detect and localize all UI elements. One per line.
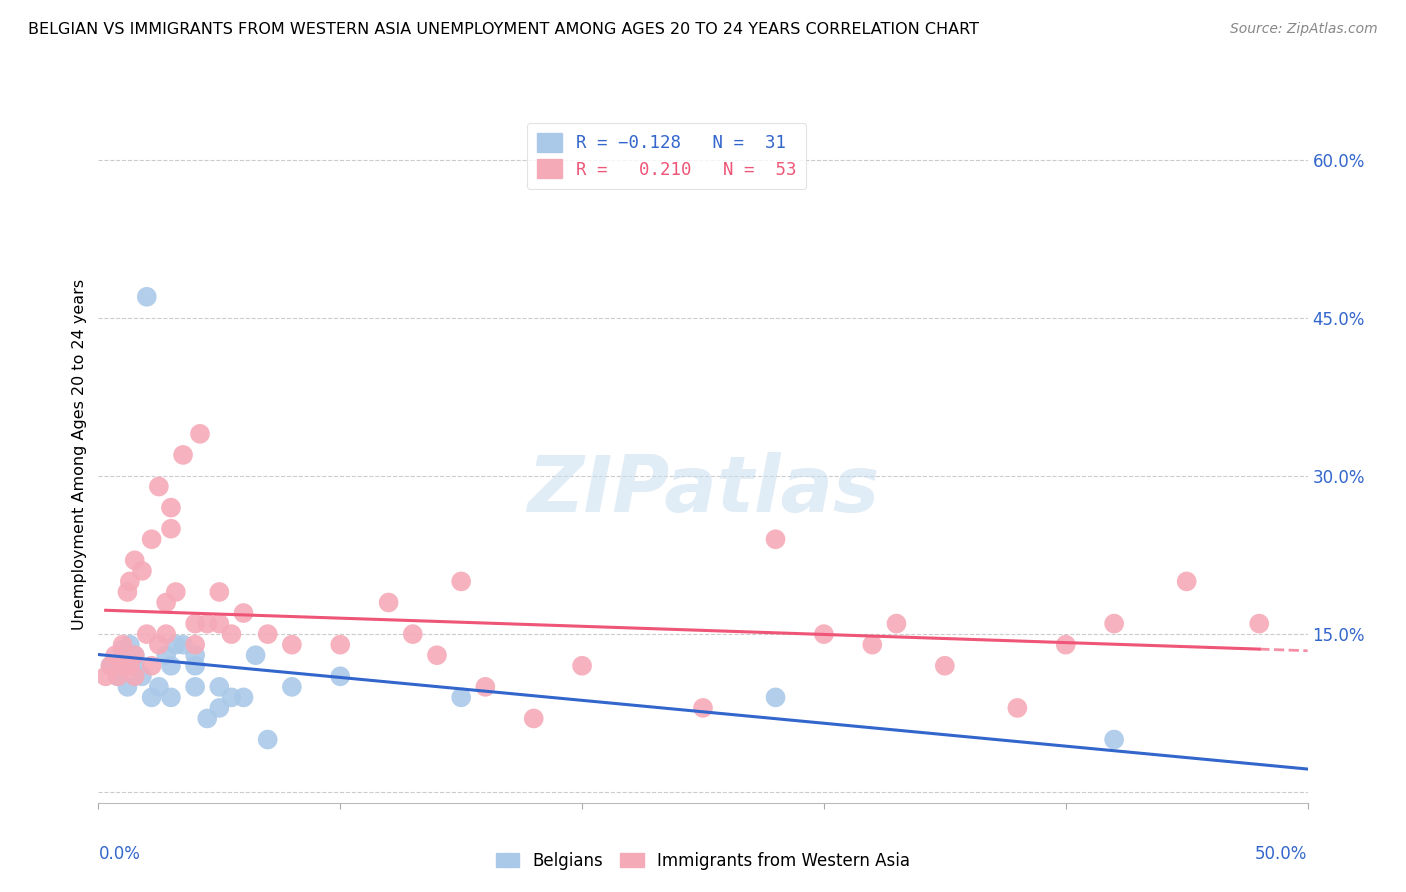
Point	[165, 585, 187, 599]
Point	[692, 701, 714, 715]
Point	[765, 533, 787, 547]
Point	[165, 638, 187, 652]
Point	[1102, 616, 1125, 631]
Point	[208, 701, 231, 715]
Point	[571, 658, 593, 673]
Point	[141, 690, 163, 705]
Point	[160, 690, 183, 705]
Point	[195, 711, 218, 725]
Point	[100, 658, 122, 673]
Point	[124, 648, 146, 663]
Text: 50.0%: 50.0%	[1256, 845, 1308, 863]
Point	[104, 648, 127, 663]
Point	[107, 669, 129, 683]
Point	[172, 638, 194, 652]
Text: Source: ZipAtlas.com: Source: ZipAtlas.com	[1230, 22, 1378, 37]
Point	[124, 553, 146, 567]
Point	[117, 680, 139, 694]
Point	[256, 627, 278, 641]
Point	[450, 574, 472, 589]
Point	[148, 680, 170, 694]
Point	[1007, 701, 1029, 715]
Point	[1175, 574, 1198, 589]
Point	[160, 522, 183, 536]
Point	[124, 669, 146, 683]
Point	[131, 564, 153, 578]
Point	[245, 648, 267, 663]
Point	[765, 690, 787, 705]
Point	[148, 479, 170, 493]
Point	[184, 658, 207, 673]
Legend: R = −0.128   N =  31, R =   0.210   N =  53: R = −0.128 N = 31, R = 0.210 N = 53	[527, 123, 807, 189]
Point	[94, 669, 117, 683]
Point	[208, 585, 231, 599]
Point	[208, 680, 231, 694]
Point	[934, 658, 956, 673]
Point	[523, 711, 546, 725]
Point	[377, 595, 399, 609]
Point	[281, 638, 304, 652]
Point	[155, 595, 177, 609]
Point	[155, 648, 177, 663]
Point	[117, 585, 139, 599]
Point	[813, 627, 835, 641]
Point	[208, 616, 231, 631]
Point	[148, 638, 170, 652]
Point	[329, 638, 352, 652]
Point	[111, 643, 134, 657]
Point	[232, 606, 254, 620]
Point	[100, 658, 122, 673]
Point	[141, 533, 163, 547]
Point	[184, 616, 207, 631]
Legend: Belgians, Immigrants from Western Asia: Belgians, Immigrants from Western Asia	[491, 847, 915, 875]
Point	[135, 290, 157, 304]
Point	[124, 648, 146, 663]
Point	[184, 648, 207, 663]
Point	[402, 627, 425, 641]
Point	[329, 669, 352, 683]
Point	[160, 658, 183, 673]
Point	[118, 638, 141, 652]
Point	[860, 638, 883, 652]
Point	[232, 690, 254, 705]
Point	[1249, 616, 1271, 631]
Point	[886, 616, 908, 631]
Point	[450, 690, 472, 705]
Point	[111, 638, 134, 652]
Text: BELGIAN VS IMMIGRANTS FROM WESTERN ASIA UNEMPLOYMENT AMONG AGES 20 TO 24 YEARS C: BELGIAN VS IMMIGRANTS FROM WESTERN ASIA …	[28, 22, 979, 37]
Point	[111, 658, 134, 673]
Point	[1054, 638, 1077, 652]
Point	[141, 658, 163, 673]
Point	[160, 500, 183, 515]
Point	[195, 616, 218, 631]
Text: 0.0%: 0.0%	[98, 845, 141, 863]
Point	[172, 448, 194, 462]
Point	[184, 638, 207, 652]
Point	[1102, 732, 1125, 747]
Point	[221, 690, 243, 705]
Point	[188, 426, 211, 441]
Point	[118, 658, 141, 673]
Point	[426, 648, 449, 663]
Point	[118, 574, 141, 589]
Point	[281, 680, 304, 694]
Point	[131, 669, 153, 683]
Point	[184, 680, 207, 694]
Point	[155, 627, 177, 641]
Point	[135, 627, 157, 641]
Text: ZIPatlas: ZIPatlas	[527, 451, 879, 528]
Point	[256, 732, 278, 747]
Point	[124, 658, 146, 673]
Point	[107, 669, 129, 683]
Point	[474, 680, 496, 694]
Point	[221, 627, 243, 641]
Y-axis label: Unemployment Among Ages 20 to 24 years: Unemployment Among Ages 20 to 24 years	[72, 279, 87, 631]
